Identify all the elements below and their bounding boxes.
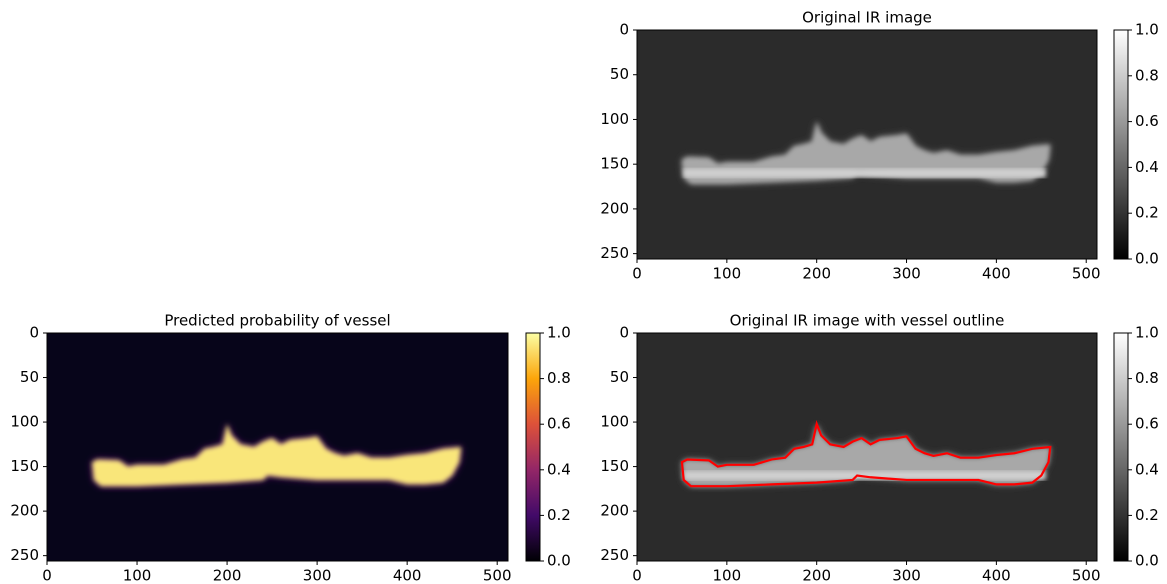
colorbar-tick-label: 0.2 (1135, 204, 1159, 222)
x-tick-label: 200 (802, 265, 831, 283)
y-tick-label: 0 (29, 324, 39, 342)
colorbar-tick-label: 1.0 (547, 324, 571, 342)
colorbar-tick-label: 0.4 (1135, 158, 1159, 176)
x-tick-label: 200 (802, 567, 831, 584)
x-tick-label: 300 (303, 567, 332, 584)
colorbar-tick-label: 0.0 (1135, 552, 1159, 570)
colorbar-tick-label: 0.4 (1135, 460, 1159, 478)
y-tick-label: 250 (600, 244, 629, 262)
y-tick-label: 100 (600, 110, 629, 128)
y-tick-label: 250 (10, 546, 39, 564)
colorbar-tick-label: 0.0 (1135, 250, 1159, 268)
x-tick-label: 400 (982, 567, 1011, 584)
image-panel (47, 333, 508, 561)
colorbar-tick-label: 0.6 (1135, 112, 1159, 130)
colorbar-tick-label: 0.6 (1135, 415, 1159, 433)
vessel-hull (683, 168, 1046, 178)
colorbar-tick-label: 0.2 (1135, 506, 1159, 524)
y-tick-label: 50 (610, 65, 629, 83)
colorbar-tick-label: 0.8 (547, 369, 571, 387)
colorbar (1113, 29, 1129, 260)
colorbar (525, 332, 541, 562)
colorbar-tick-label: 0.8 (1135, 369, 1159, 387)
x-tick-label: 0 (632, 567, 642, 584)
colorbar-tick-label: 0.8 (1135, 66, 1159, 84)
x-tick-label: 300 (892, 567, 921, 584)
vessel (681, 423, 1051, 487)
x-tick-label: 0 (632, 265, 642, 283)
y-tick-label: 50 (20, 368, 39, 386)
colorbar-tick-label: 0.0 (547, 552, 571, 570)
axes-frame (636, 29, 1098, 260)
x-tick-label: 300 (892, 265, 921, 283)
y-tick-label: 0 (619, 324, 629, 342)
y-tick-label: 150 (600, 457, 629, 475)
axes-frame (46, 332, 509, 562)
y-tick-label: 200 (10, 502, 39, 520)
image-panel (637, 333, 1097, 561)
x-tick-label: 400 (982, 265, 1011, 283)
y-tick-label: 200 (600, 199, 629, 217)
y-tick-label: 250 (600, 546, 629, 564)
y-tick-label: 150 (10, 457, 39, 475)
colorbar (1113, 332, 1129, 562)
axes-title: Predicted probability of vessel (164, 312, 390, 330)
vessel (92, 423, 462, 487)
x-tick-label: 500 (1072, 567, 1101, 584)
x-tick-label: 100 (713, 265, 742, 283)
y-tick-label: 150 (600, 155, 629, 173)
axes-title: Original IR image (802, 9, 932, 27)
vessel-outline (680, 420, 1052, 488)
y-tick-label: 200 (600, 502, 629, 520)
x-tick-label: 500 (483, 567, 512, 584)
colorbar-tick-label: 0.2 (547, 506, 571, 524)
colorbar-tick-label: 1.0 (1135, 324, 1159, 342)
x-tick-label: 0 (42, 567, 52, 584)
axes-title: Original IR image with vessel outline (730, 312, 1005, 330)
y-tick-label: 100 (10, 413, 39, 431)
axes-frame (636, 332, 1098, 562)
x-tick-label: 200 (213, 567, 242, 584)
x-tick-label: 100 (123, 567, 152, 584)
colorbar-tick-label: 1.0 (1135, 21, 1159, 39)
colorbar-tick-label: 0.4 (547, 460, 571, 478)
x-tick-label: 400 (393, 567, 422, 584)
colorbar-tick-label: 0.6 (547, 415, 571, 433)
x-tick-label: 100 (713, 567, 742, 584)
y-tick-label: 0 (619, 21, 629, 39)
vessel (681, 121, 1051, 184)
y-tick-label: 100 (600, 413, 629, 431)
y-tick-label: 50 (610, 368, 629, 386)
x-tick-label: 500 (1072, 265, 1101, 283)
image-panel (637, 30, 1097, 259)
